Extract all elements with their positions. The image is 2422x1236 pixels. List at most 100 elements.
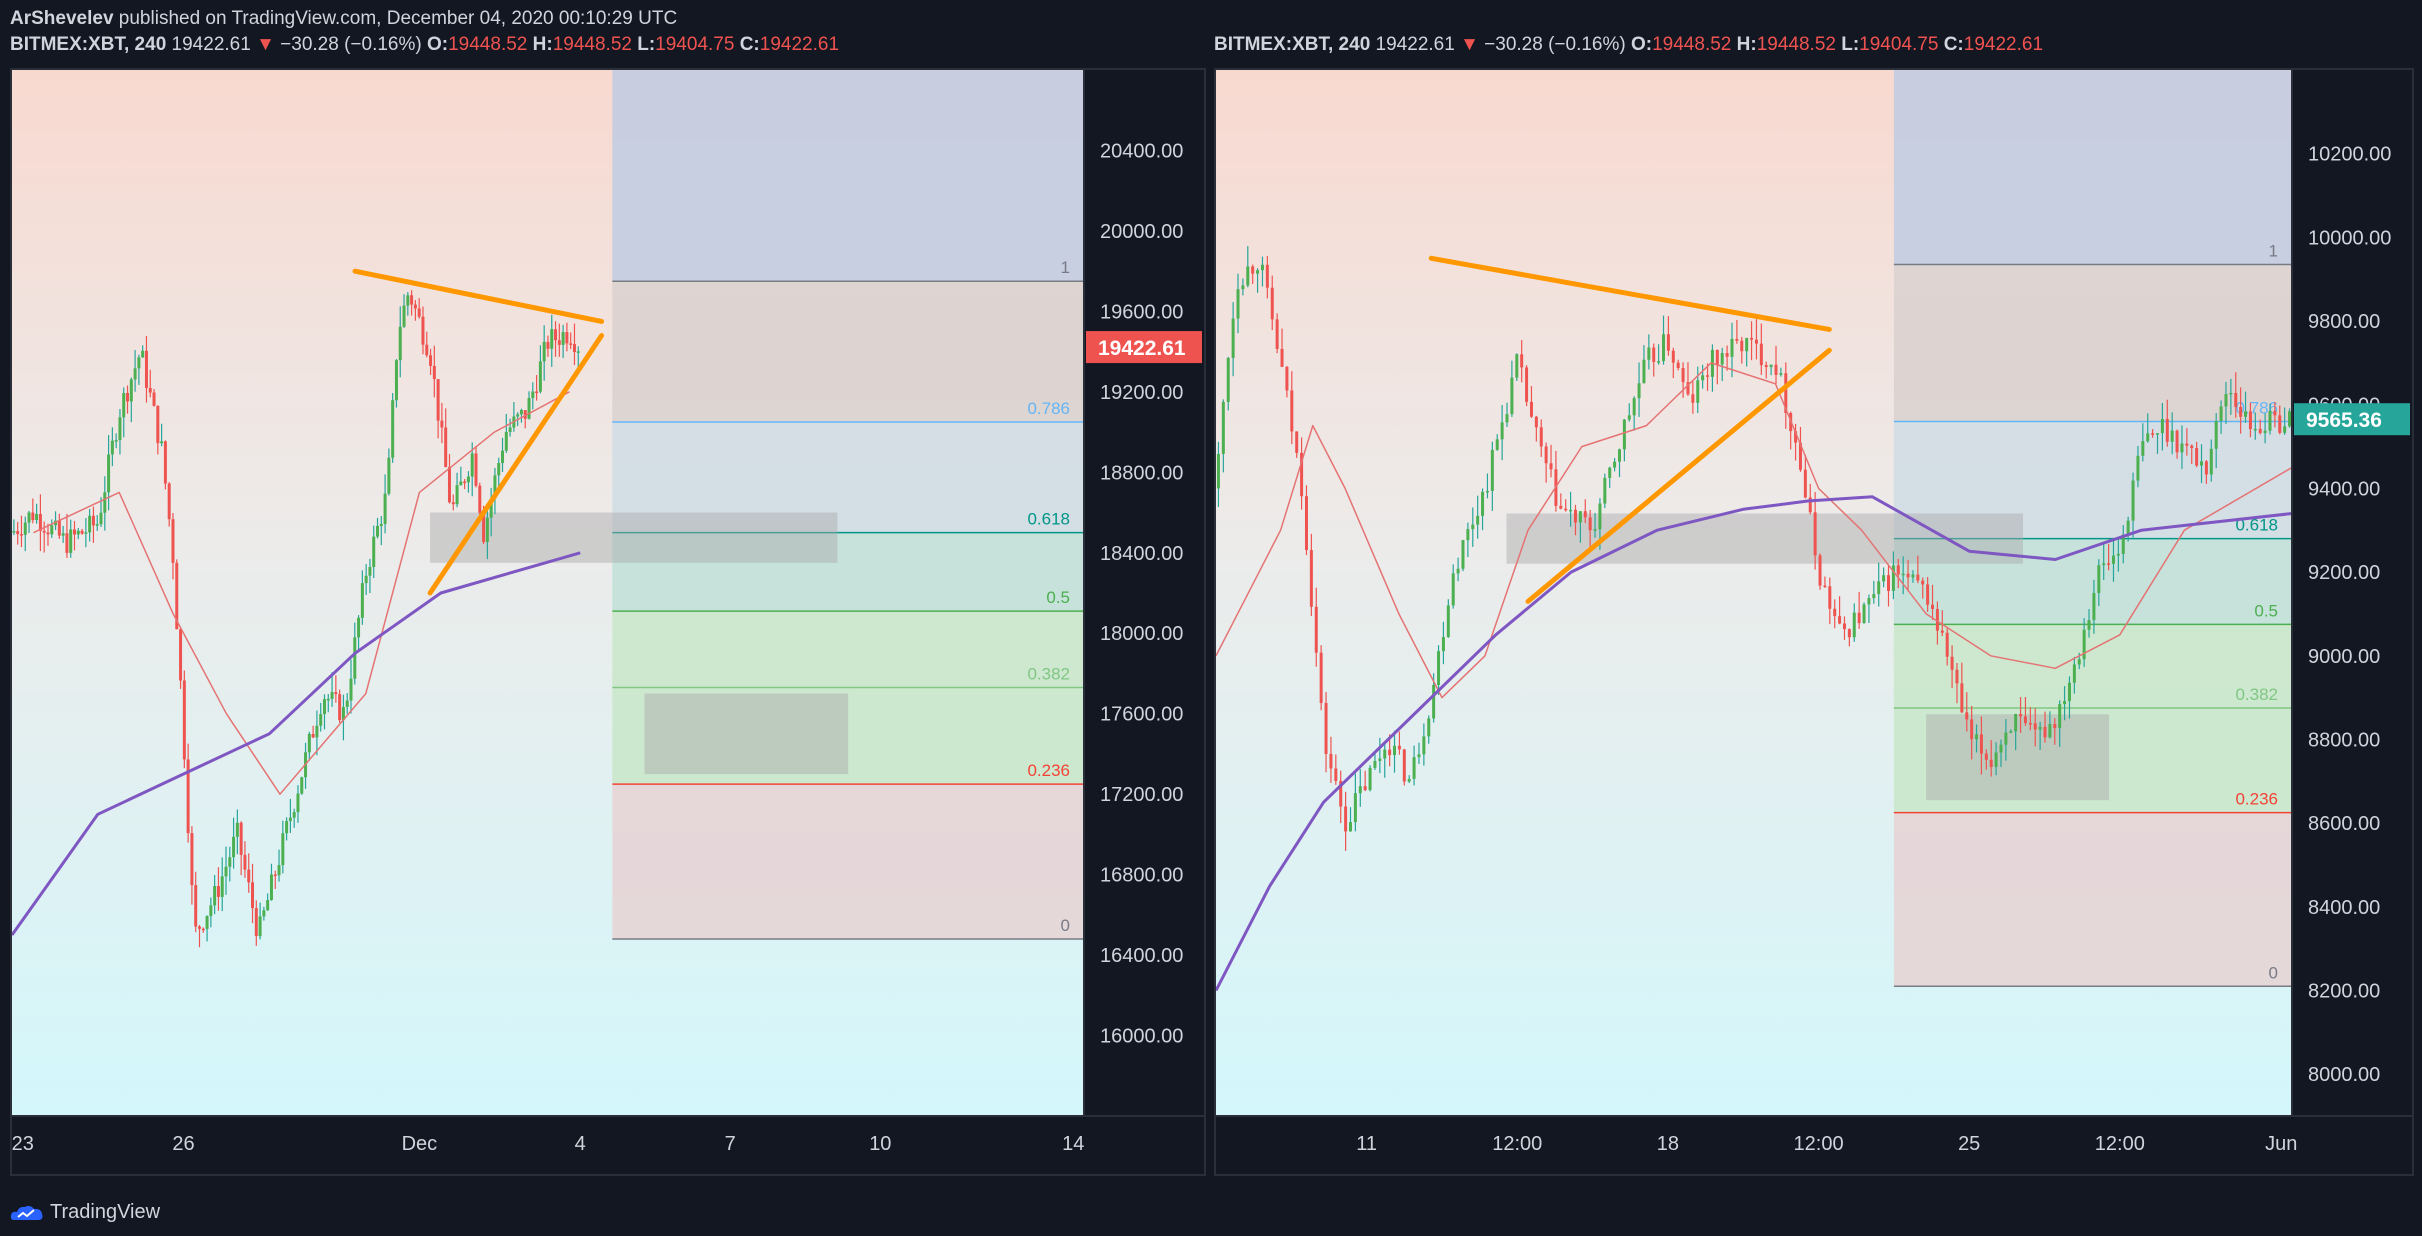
candle-body xyxy=(1593,529,1597,531)
price-tick-label: 8200.00 xyxy=(2308,980,2380,1002)
symbol-label[interactable]: BITMEX:XBT, 240 xyxy=(1214,34,1371,55)
high-value: 19448.52 xyxy=(1756,34,1836,55)
candle-body xyxy=(516,414,520,417)
candle-body xyxy=(1236,289,1240,319)
close-value: 19422.61 xyxy=(1963,34,2044,55)
candle-body xyxy=(1407,778,1411,782)
candle-body xyxy=(1481,491,1485,516)
candle-body xyxy=(2180,443,2184,453)
candle-body xyxy=(2014,714,2018,732)
author-name[interactable]: ArShevelev xyxy=(10,8,114,29)
candle-body xyxy=(376,525,380,537)
candle-body xyxy=(1349,822,1352,832)
candle-body xyxy=(429,355,433,366)
candle-body xyxy=(410,295,414,305)
candle-body xyxy=(1960,683,1964,713)
last-price-badge xyxy=(2294,403,2410,436)
candle-body xyxy=(114,440,118,442)
time-tick-label: 7 xyxy=(725,1133,736,1155)
candle-body xyxy=(546,341,550,349)
candle-body xyxy=(379,523,383,526)
symbol-label[interactable]: BITMEX:XBT, 240 xyxy=(10,34,167,55)
candle-body xyxy=(455,485,459,505)
candle-body xyxy=(542,341,546,362)
candle-body xyxy=(273,874,277,877)
fib-level-label: 0.236 xyxy=(2235,790,2278,809)
candle-body xyxy=(1534,416,1538,428)
candle-body xyxy=(1706,375,1710,377)
candle-body xyxy=(345,700,349,707)
last-price: 19422.61 xyxy=(1375,34,1455,55)
candle-body xyxy=(2053,724,2057,729)
candle-body xyxy=(1275,319,1279,349)
time-axis-bg xyxy=(12,1116,1204,1174)
candle-body xyxy=(322,699,326,715)
candle-body xyxy=(1300,452,1304,497)
chart-left-svg[interactable]: 1 0.786 0.618 0.5 0.382 0.236 0 20400.00 20000.0… xyxy=(10,70,1204,1174)
candle-body xyxy=(1931,604,1935,609)
candle-body xyxy=(338,694,342,721)
candle-body xyxy=(1363,786,1367,791)
candle-body xyxy=(2102,563,2106,566)
candle-body xyxy=(281,833,285,866)
price-tick-label: 9200.00 xyxy=(2308,562,2380,584)
candle-body xyxy=(1329,753,1333,769)
price-tick-label: 8000.00 xyxy=(2308,1064,2380,1086)
candle-body xyxy=(1569,509,1573,512)
candle-body xyxy=(1847,629,1851,638)
candle-body xyxy=(2058,704,2062,729)
candle-body xyxy=(182,680,186,760)
candle-body xyxy=(1715,349,1719,365)
candle-body xyxy=(1740,340,1744,352)
candle-body xyxy=(1505,414,1509,423)
candle-body xyxy=(569,343,573,345)
tradingview-logo[interactable]: TradingView xyxy=(10,1201,160,1224)
trendline xyxy=(427,333,605,596)
candle-body xyxy=(1339,780,1343,807)
sma-line xyxy=(1214,495,2293,992)
price-change: −30.28 (−0.16%) xyxy=(280,34,422,55)
tradingview-brand: TradingView xyxy=(50,1201,161,1223)
candle-body xyxy=(2239,407,2243,417)
candle-body xyxy=(1290,390,1294,432)
candle-body xyxy=(1265,264,1269,288)
candle-body xyxy=(167,483,171,520)
candle-body xyxy=(1696,380,1700,403)
price-axis-bg xyxy=(1084,70,1204,1174)
chart-panel-right[interactable]: 1 0.786 0.618 0.5 0.382 0.236 0 10200.00 10000.0… xyxy=(1214,68,2414,1176)
candle-body xyxy=(2175,430,2179,453)
candle-body xyxy=(1754,339,1758,344)
candle-body xyxy=(254,908,258,937)
candle-body xyxy=(470,453,474,477)
candle-body xyxy=(421,316,425,345)
candle-body xyxy=(118,417,122,441)
candle-body xyxy=(152,392,156,406)
candle-body xyxy=(2190,445,2194,448)
candle-body xyxy=(1441,636,1445,652)
down-arrow-icon: ▼ xyxy=(1460,34,1479,55)
fib-zone xyxy=(1893,708,2292,813)
candle-body xyxy=(243,854,247,870)
candle-body xyxy=(432,365,436,380)
low-value: 19404.75 xyxy=(655,34,735,55)
candle-body xyxy=(1598,503,1602,530)
candle-body xyxy=(1451,573,1455,606)
candle-body xyxy=(1632,398,1636,416)
candle-body xyxy=(46,532,50,535)
candle-body xyxy=(2087,620,2091,630)
candle-body xyxy=(300,777,304,794)
candle-body xyxy=(1784,373,1788,414)
chart-right-svg[interactable]: 10.7860.6180.50.3820.236010200.0010000.0… xyxy=(1214,70,2412,1174)
fib-zone-top xyxy=(1893,70,2292,265)
candle-body xyxy=(1539,427,1543,447)
candle-body xyxy=(2067,682,2071,702)
candle-body xyxy=(292,812,296,818)
candle-body xyxy=(1862,604,1866,624)
candle-body xyxy=(1676,362,1680,368)
candle-body xyxy=(239,822,243,855)
candle-body xyxy=(1510,377,1514,415)
candle-body xyxy=(1515,354,1519,378)
candle-body xyxy=(1720,353,1724,365)
candle-body xyxy=(519,410,523,415)
chart-panel-left[interactable]: 1 0.786 0.618 0.5 0.382 0.236 0 20400.00 20000.0… xyxy=(10,68,1206,1176)
